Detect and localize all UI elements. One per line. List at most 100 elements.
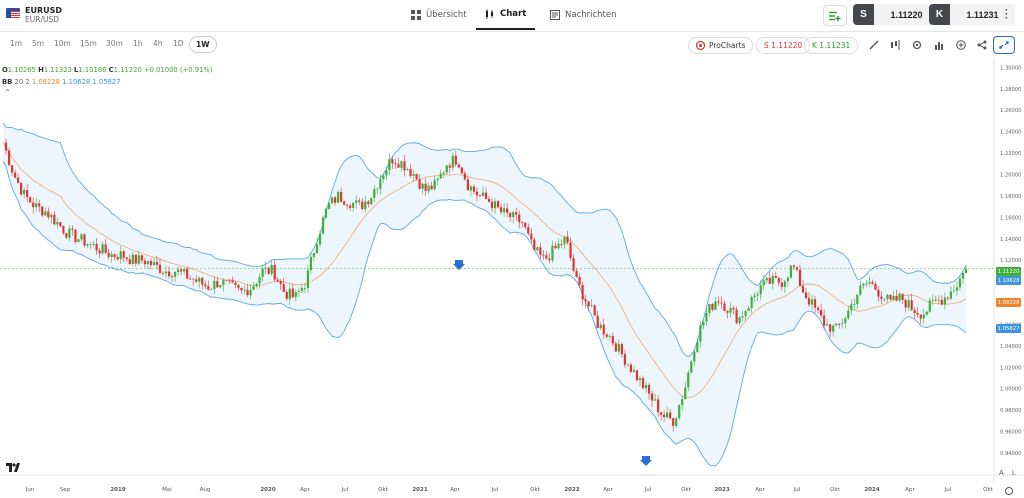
candle-body — [669, 412, 672, 419]
sell-quick-button[interactable]: S 1.11220 — [756, 37, 811, 54]
price-chart[interactable]: 1.30000 1.28000 1.26000 1.24000 1.22000 1.200… — [0, 58, 1024, 498]
timeframe-5m[interactable]: 5m — [32, 39, 45, 48]
high-value: 1.11323 — [43, 66, 72, 74]
candle-body — [856, 294, 859, 305]
candle-body — [255, 283, 258, 287]
candle-body — [234, 282, 237, 285]
y-tick-label: 1.00000 — [1000, 387, 1021, 393]
bb-mid-line — [2, 142, 967, 398]
timeframe-1w[interactable]: 1W — [189, 36, 217, 53]
candle-body — [385, 170, 388, 176]
candle-body — [89, 243, 92, 245]
candle-body — [131, 254, 134, 265]
candle-type-icon[interactable] — [889, 39, 901, 51]
candle-body — [551, 245, 554, 261]
candle-body — [804, 292, 808, 299]
candle-body — [270, 265, 273, 274]
candle-body — [744, 310, 747, 317]
timeframe-30m[interactable]: 30m — [106, 39, 123, 48]
candle-body — [436, 178, 439, 181]
share-icon[interactable] — [976, 39, 988, 51]
candle-body — [623, 354, 626, 365]
candle-body — [137, 255, 140, 264]
candle-body — [599, 324, 602, 329]
bb-params: 20 2 — [14, 78, 30, 86]
bb-band-fill — [3, 123, 966, 466]
candle-body — [391, 159, 394, 164]
candle-body — [798, 269, 802, 286]
timeframe-1m[interactable]: 1m — [10, 39, 23, 48]
candle-body — [122, 251, 125, 258]
candle-body — [886, 294, 889, 299]
timeframe-4h[interactable]: 4h — [153, 39, 163, 48]
candle-body — [720, 302, 723, 304]
settings-icon[interactable] — [911, 39, 923, 51]
candle-body — [484, 192, 488, 199]
indicators-icon[interactable] — [933, 39, 945, 51]
timeframe-10m[interactable]: 10m — [54, 39, 71, 48]
sell-button[interactable]: S 1.11220 — [853, 4, 939, 25]
candle-body — [934, 299, 937, 301]
bb-mid-value: 1.08228 — [31, 78, 60, 86]
x-tick-label: Jun — [25, 487, 35, 493]
candle-body — [807, 298, 811, 305]
buy-price: 1.11231 — [950, 4, 1015, 25]
candle-body — [460, 167, 463, 174]
candle-body — [364, 201, 367, 210]
candle-body — [560, 243, 563, 245]
collapse-legend-icon[interactable]: ⌃ — [4, 88, 11, 97]
tradingview-logo — [6, 463, 20, 474]
candle-body — [496, 201, 500, 208]
candle-body — [678, 405, 681, 419]
candle-body — [693, 351, 696, 362]
bb-row[interactable]: BB 20 2 1.08228 1.10628 1.05827 — [2, 76, 213, 88]
draw-icon[interactable] — [868, 39, 880, 51]
timeframe-15m[interactable]: 15m — [80, 39, 97, 48]
candle-body — [376, 188, 379, 190]
expand-button[interactable] — [993, 36, 1015, 54]
candle-body — [602, 324, 605, 335]
candle-body — [41, 206, 44, 216]
candle-body — [922, 314, 925, 319]
candle-body — [964, 268, 968, 273]
candle-body — [47, 211, 50, 218]
candle-body — [481, 192, 485, 196]
candle-body — [545, 255, 548, 259]
candle-body — [575, 270, 578, 277]
buy-quick-button[interactable]: K 1.11231 — [804, 37, 859, 54]
add-icon[interactable] — [955, 39, 967, 51]
candle-body — [880, 296, 883, 299]
candle-body — [889, 294, 892, 300]
candle-body — [696, 341, 699, 352]
instrument-symbol: EURUSD — [25, 6, 63, 15]
candle-body — [101, 244, 104, 254]
candle-body — [249, 289, 252, 296]
candle-body — [164, 271, 168, 274]
candle-body — [705, 312, 708, 322]
prochart-button[interactable]: ProCharts — [688, 37, 754, 54]
candle-body — [515, 212, 518, 215]
candle-body — [895, 295, 898, 301]
tab-chart[interactable]: Chart — [476, 0, 536, 30]
candle-body — [684, 387, 687, 400]
timeframe-1d[interactable]: 1D — [173, 39, 184, 48]
x-tick-label: Apr — [300, 487, 310, 493]
candle-body — [143, 260, 146, 265]
candle-body — [584, 299, 587, 302]
close-value: 1.11220 — [113, 66, 142, 74]
more-options-icon[interactable]: · · · — [1005, 5, 1009, 24]
tab-news[interactable]: Nachrichten — [550, 0, 617, 30]
log-scale-button[interactable]: L — [1012, 470, 1016, 477]
y-tick-label: 0.96000 — [1000, 430, 1021, 436]
timeframe-1h[interactable]: 1h — [133, 39, 143, 48]
watchlist-menu-button[interactable] — [823, 5, 847, 26]
auto-scale-button[interactable]: A — [999, 470, 1004, 477]
instrument-header[interactable]: EURUSD EUR/USD — [6, 6, 62, 25]
tab-overview[interactable]: Übersicht — [411, 0, 467, 30]
candle-body — [672, 418, 675, 426]
x-tick-label: Jul — [644, 487, 652, 493]
candle-body — [367, 201, 370, 205]
candle-body — [361, 201, 364, 210]
buy-button[interactable]: K 1.11231 — [929, 4, 1015, 25]
candle-body — [475, 191, 479, 196]
